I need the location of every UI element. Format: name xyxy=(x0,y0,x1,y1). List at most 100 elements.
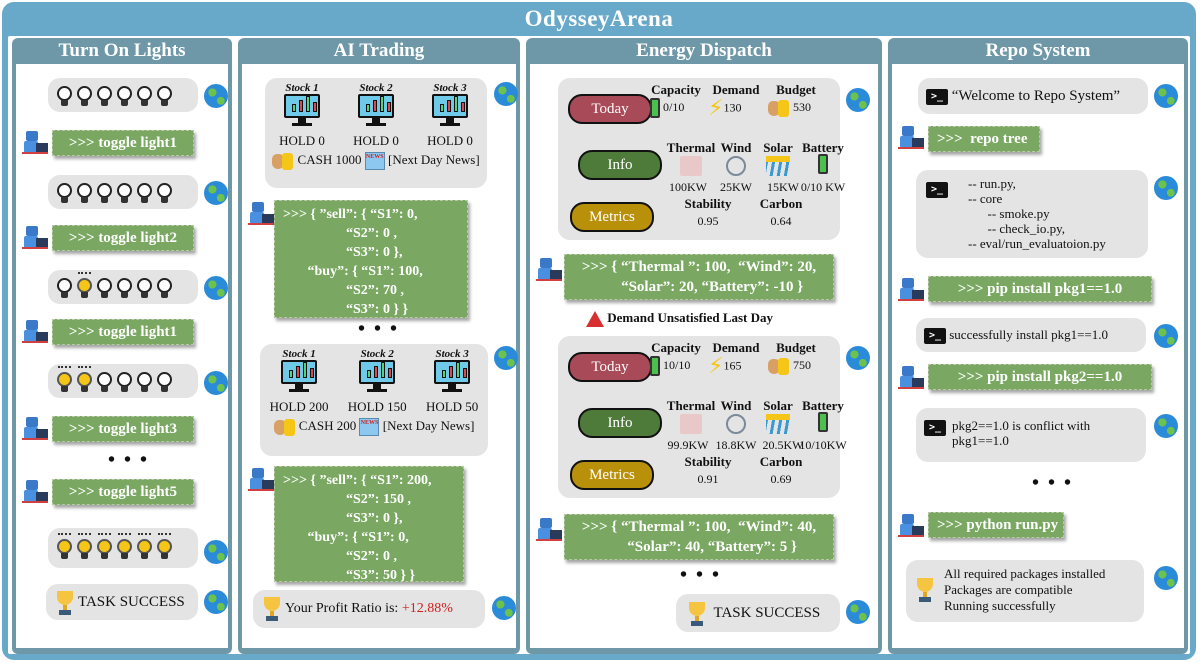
command-toggle: >>> toggle light2 xyxy=(52,225,194,251)
news-label: [Next Day News] xyxy=(387,151,480,167)
stock-name: Stock 3 xyxy=(435,348,469,360)
bulb-off-icon xyxy=(116,368,133,394)
task-success-text: TASK SUCCESS xyxy=(78,594,185,610)
warning-text: Demand Unsatisfied Last Day xyxy=(607,310,774,325)
label-battery: Battery xyxy=(802,398,844,413)
bulb-off-icon xyxy=(76,179,93,205)
bulb-on-icon xyxy=(96,533,113,561)
hold-value: HOLD 0 xyxy=(353,133,399,148)
panel-body: Stock 1 HOLD 0 Stock 2 HOLD 0 Stock 3 HOLD 0 … xyxy=(242,64,518,648)
globe-icon xyxy=(204,84,228,108)
bulb-off-icon xyxy=(96,368,113,394)
bulb-on-icon xyxy=(116,533,133,561)
wind-turbine-icon xyxy=(726,156,746,176)
bulb-off-icon xyxy=(96,82,113,108)
thermal-plant-icon xyxy=(680,414,702,434)
trophy-icon xyxy=(259,595,285,623)
money-bag-icon xyxy=(768,356,790,376)
solar-value: 20.5KW xyxy=(762,438,804,452)
bulb-off-icon xyxy=(136,368,153,394)
globe-icon xyxy=(492,596,516,620)
profit-result-box: Your Profit Ratio is: +12.88% xyxy=(253,590,485,628)
label-capacity: Capacity xyxy=(651,340,701,355)
stock-item: Stock 2 HOLD 150 xyxy=(348,348,407,415)
label-battery: Battery xyxy=(802,140,844,155)
panel-title: Energy Dispatch xyxy=(636,40,772,61)
globe-icon xyxy=(1154,84,1178,108)
conflict-text: pkg2==1.0 is conflict with pkg1==1.0 xyxy=(952,418,1091,448)
robot-agent-icon xyxy=(536,258,562,282)
bulb-off-icon xyxy=(56,274,73,300)
dispatch-action-2: >>> { “Thermal ”: 100, “Wind”: 40, “Sola… xyxy=(564,514,834,560)
panel-body: >_ “Welcome to Repo System” >>> repo tre… xyxy=(892,64,1184,648)
bulb-off-icon xyxy=(156,82,173,108)
lights-state-2 xyxy=(48,175,198,209)
panel-title: Turn On Lights xyxy=(58,40,186,61)
globe-icon xyxy=(494,346,518,370)
carbon-value: 0.69 xyxy=(770,472,792,486)
wind-value: 25KW xyxy=(720,180,752,194)
solar-value: 15KW xyxy=(767,180,799,194)
robot-agent-icon xyxy=(22,226,48,250)
battery-icon xyxy=(650,356,660,376)
news-icon: NEWS xyxy=(364,152,385,170)
bulb-off-icon xyxy=(56,179,73,205)
battery-icon xyxy=(818,154,828,174)
thermal-value: 99.9KW xyxy=(667,438,709,452)
globe-icon xyxy=(1154,176,1178,200)
command-pip-install-pkg2: >>> pip install pkg2==1.0 xyxy=(928,364,1152,390)
budget-value: 530 xyxy=(768,98,834,118)
bulb-off-icon xyxy=(76,82,93,108)
terminal-icon: >_ xyxy=(924,328,946,345)
repo-tree-text: -- run.py, -- core -- smoke.py -- check_… xyxy=(968,176,1106,251)
bulb-off-icon xyxy=(96,274,113,300)
stock-name: Stock 2 xyxy=(359,82,393,94)
bulb-off-icon xyxy=(96,179,113,205)
lights-state-final xyxy=(48,528,198,568)
battery-icon xyxy=(650,98,660,118)
globe-icon xyxy=(494,82,518,106)
label-stability: Stability xyxy=(684,454,732,469)
tag-metrics: Metrics xyxy=(570,202,654,232)
label-wind: Wind xyxy=(720,140,752,155)
lights-state-4 xyxy=(48,364,198,398)
bulb-off-icon xyxy=(136,179,153,205)
globe-icon xyxy=(1154,324,1178,348)
robot-agent-icon xyxy=(22,131,48,155)
panel-body: >>> toggle light1 >>> toggle light2 >>> … xyxy=(16,64,228,648)
hold-value: HOLD 150 xyxy=(347,399,407,414)
label-thermal: Thermal xyxy=(666,140,716,155)
bulb-on-icon xyxy=(156,533,173,561)
solar-panel-icon xyxy=(766,156,790,176)
bulb-on-icon xyxy=(56,533,73,561)
money-bag-icon xyxy=(273,417,296,437)
label-thermal: Thermal xyxy=(666,398,716,413)
robot-agent-icon xyxy=(248,468,274,492)
trophy-icon xyxy=(912,576,938,604)
panel-body: • • • >>> { “Thermal ”: 100, “Wind”: 20,… xyxy=(530,64,878,648)
terminal-icon: >_ xyxy=(926,88,948,105)
install-output-text: successfully install pkg1==1.0 xyxy=(949,327,1108,342)
panel-turn-on-lights: Turn On Lights >>> toggle light1 >>> tog… xyxy=(12,38,232,654)
label-capacity: Capacity xyxy=(651,82,701,97)
globe-icon xyxy=(204,371,228,395)
trophy-icon xyxy=(684,600,710,628)
label-stability: Stability xyxy=(684,196,732,211)
bulb-on-icon xyxy=(76,366,93,394)
label-budget: Budget xyxy=(776,340,816,355)
profit-value: +12.88% xyxy=(401,601,453,616)
lights-state-3 xyxy=(48,270,198,304)
bulb-off-icon xyxy=(156,368,173,394)
tag-info: Info xyxy=(578,408,662,438)
warning-icon xyxy=(586,311,604,328)
robot-agent-icon xyxy=(22,480,48,504)
stock-chart-monitor-icon xyxy=(430,94,470,128)
panel-ai-trading: AI Trading Stock 1 HOLD 0 Stock 2 HOLD 0 Sto… xyxy=(238,38,520,654)
label-demand: Demand xyxy=(712,82,760,97)
stability-value: 0.95 xyxy=(697,214,719,228)
bulb-off-icon xyxy=(116,179,133,205)
bulb-off-icon xyxy=(156,274,173,300)
thermal-plant-icon xyxy=(680,156,702,176)
lights-state-1 xyxy=(48,78,198,112)
label-carbon: Carbon xyxy=(759,454,803,469)
